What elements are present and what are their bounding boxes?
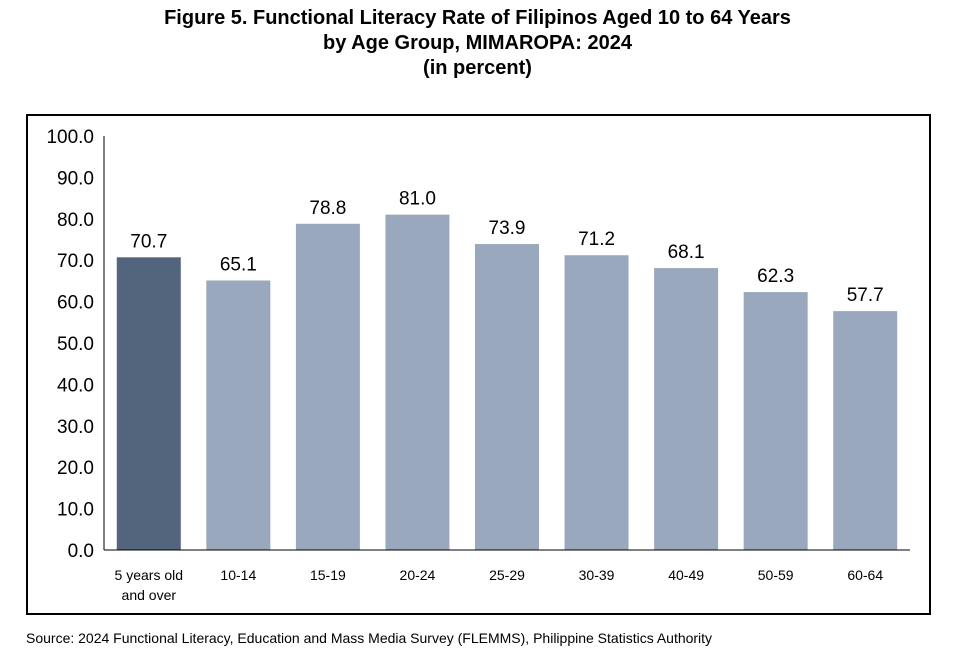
bar-value-label: 62.3 — [757, 266, 794, 287]
y-tick-label: 50.0 — [57, 334, 94, 355]
x-category-label: and over — [122, 587, 177, 603]
bar — [743, 292, 808, 550]
y-tick-label: 0.0 — [68, 541, 94, 562]
y-tick-label: 30.0 — [57, 417, 94, 438]
y-tick-label: 60.0 — [57, 293, 94, 314]
bar-value-label: 73.9 — [489, 218, 526, 239]
x-category-label: 25-29 — [489, 567, 525, 583]
x-category-label: 60-64 — [847, 567, 883, 583]
title-line-3-unit: (in percent) — [423, 57, 532, 79]
y-tick-label: 70.0 — [57, 251, 94, 272]
y-tick-label: 40.0 — [57, 375, 94, 396]
bar — [564, 255, 629, 550]
bar — [833, 311, 898, 550]
bars — [116, 214, 898, 550]
bar-value-label: 70.7 — [130, 231, 167, 252]
bar-value-label: 65.1 — [220, 254, 257, 275]
bar — [385, 214, 450, 550]
value-labels: 70.7 65.1 78.8 81.0 73.9 71.2 68.1 62.3 57.7 — [130, 189, 883, 306]
bar-value-label: 78.8 — [309, 198, 346, 219]
bar-value-label: 81.0 — [399, 189, 436, 210]
x-category-label: 30-39 — [579, 567, 615, 583]
y-tick-label: 100.0 — [46, 127, 94, 148]
bar-chart: 0.0 10.0 20.0 30.0 40.0 50.0 60.0 70.0 80.0 90.0 1… — [46, 127, 910, 603]
bar-value-label: 68.1 — [668, 242, 705, 263]
bar — [475, 244, 539, 550]
chart-title: Figure 5. Functional Literacy Rate of Fi… — [0, 6, 955, 81]
x-category-label: 10-14 — [220, 567, 256, 583]
x-axis: 5 years old and over 10-14 15-19 20-24 25-29 3… — [104, 549, 910, 603]
title-line-2: by Age Group, MIMAROPA: 2024 — [323, 32, 632, 54]
bar — [206, 280, 271, 550]
bar-total — [116, 257, 181, 550]
chart-frame: 0.0 10.0 20.0 30.0 40.0 50.0 60.0 70.0 80.0 90.0 1… — [26, 114, 931, 615]
x-category-label: 5 years old — [115, 567, 183, 583]
x-category-label: 50-59 — [758, 567, 794, 583]
y-tick-label: 10.0 — [57, 500, 94, 521]
y-tick-label: 20.0 — [57, 458, 94, 479]
bar-value-label: 71.2 — [578, 229, 615, 250]
y-tick-label: 90.0 — [57, 168, 94, 189]
bar-value-label: 57.7 — [847, 285, 884, 306]
title-line-1: Figure 5. Functional Literacy Rate of Fi… — [164, 7, 791, 29]
y-axis: 0.0 10.0 20.0 30.0 40.0 50.0 60.0 70.0 80.0 90.0 1… — [46, 127, 105, 562]
bar — [295, 223, 360, 550]
x-category-label: 40-49 — [668, 567, 704, 583]
bar — [654, 268, 719, 550]
y-tick-label: 80.0 — [57, 210, 94, 231]
source-note: Source: 2024 Functional Literacy, Educat… — [26, 630, 713, 646]
x-category-label: 20-24 — [400, 567, 436, 583]
x-category-label: 15-19 — [310, 567, 346, 583]
